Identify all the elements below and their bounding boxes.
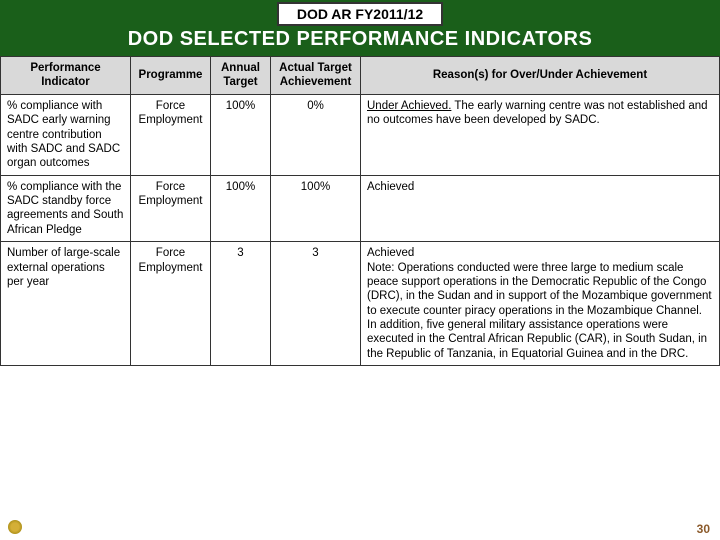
header-bar: DOD AR FY2011/12 DOD SELECTED PERFORMANC… xyxy=(0,0,720,56)
th-annual: Annual Target xyxy=(211,57,271,95)
cell-indicator: Number of large-scale external operation… xyxy=(1,242,131,366)
cell-indicator: % compliance with the SADC standby force… xyxy=(1,175,131,242)
th-programme: Programme xyxy=(131,57,211,95)
cell-reason: Achieved Note: Operations conducted were… xyxy=(361,242,720,366)
box-title: DOD AR FY2011/12 xyxy=(297,6,423,22)
page-number: 30 xyxy=(697,522,710,536)
table-row: % compliance with SADC early warning cen… xyxy=(1,94,720,175)
cell-programme: Force Employment xyxy=(131,242,211,366)
main-title: DOD SELECTED PERFORMANCE INDICATORS xyxy=(128,28,593,51)
title-box: DOD AR FY2011/12 xyxy=(277,2,443,26)
cell-actual: 0% xyxy=(271,94,361,175)
footer-logo xyxy=(8,520,22,534)
reason-body: Achieved xyxy=(367,181,414,193)
table-row: Number of large-scale external operation… xyxy=(1,242,720,366)
reason-prefix: Under Achieved. xyxy=(367,100,451,112)
th-indicator: Performance Indicator xyxy=(1,57,131,95)
cell-programme: Force Employment xyxy=(131,94,211,175)
th-reason: Reason(s) for Over/Under Achievement xyxy=(361,57,720,95)
table-body: % compliance with SADC early warning cen… xyxy=(1,94,720,365)
cell-reason: Under Achieved. The early warning centre… xyxy=(361,94,720,175)
table-row: % compliance with the SADC standby force… xyxy=(1,175,720,242)
reason-body: Achieved Note: Operations conducted were… xyxy=(367,247,712,360)
cell-annual: 3 xyxy=(211,242,271,366)
cell-programme: Force Employment xyxy=(131,175,211,242)
performance-table: Performance Indicator Programme Annual T… xyxy=(0,56,720,366)
th-actual: Actual Target Achievement xyxy=(271,57,361,95)
table-header-row: Performance Indicator Programme Annual T… xyxy=(1,57,720,95)
crest-icon xyxy=(8,520,22,534)
cell-actual: 100% xyxy=(271,175,361,242)
cell-annual: 100% xyxy=(211,94,271,175)
cell-reason: Achieved xyxy=(361,175,720,242)
cell-indicator: % compliance with SADC early warning cen… xyxy=(1,94,131,175)
cell-actual: 3 xyxy=(271,242,361,366)
cell-annual: 100% xyxy=(211,175,271,242)
